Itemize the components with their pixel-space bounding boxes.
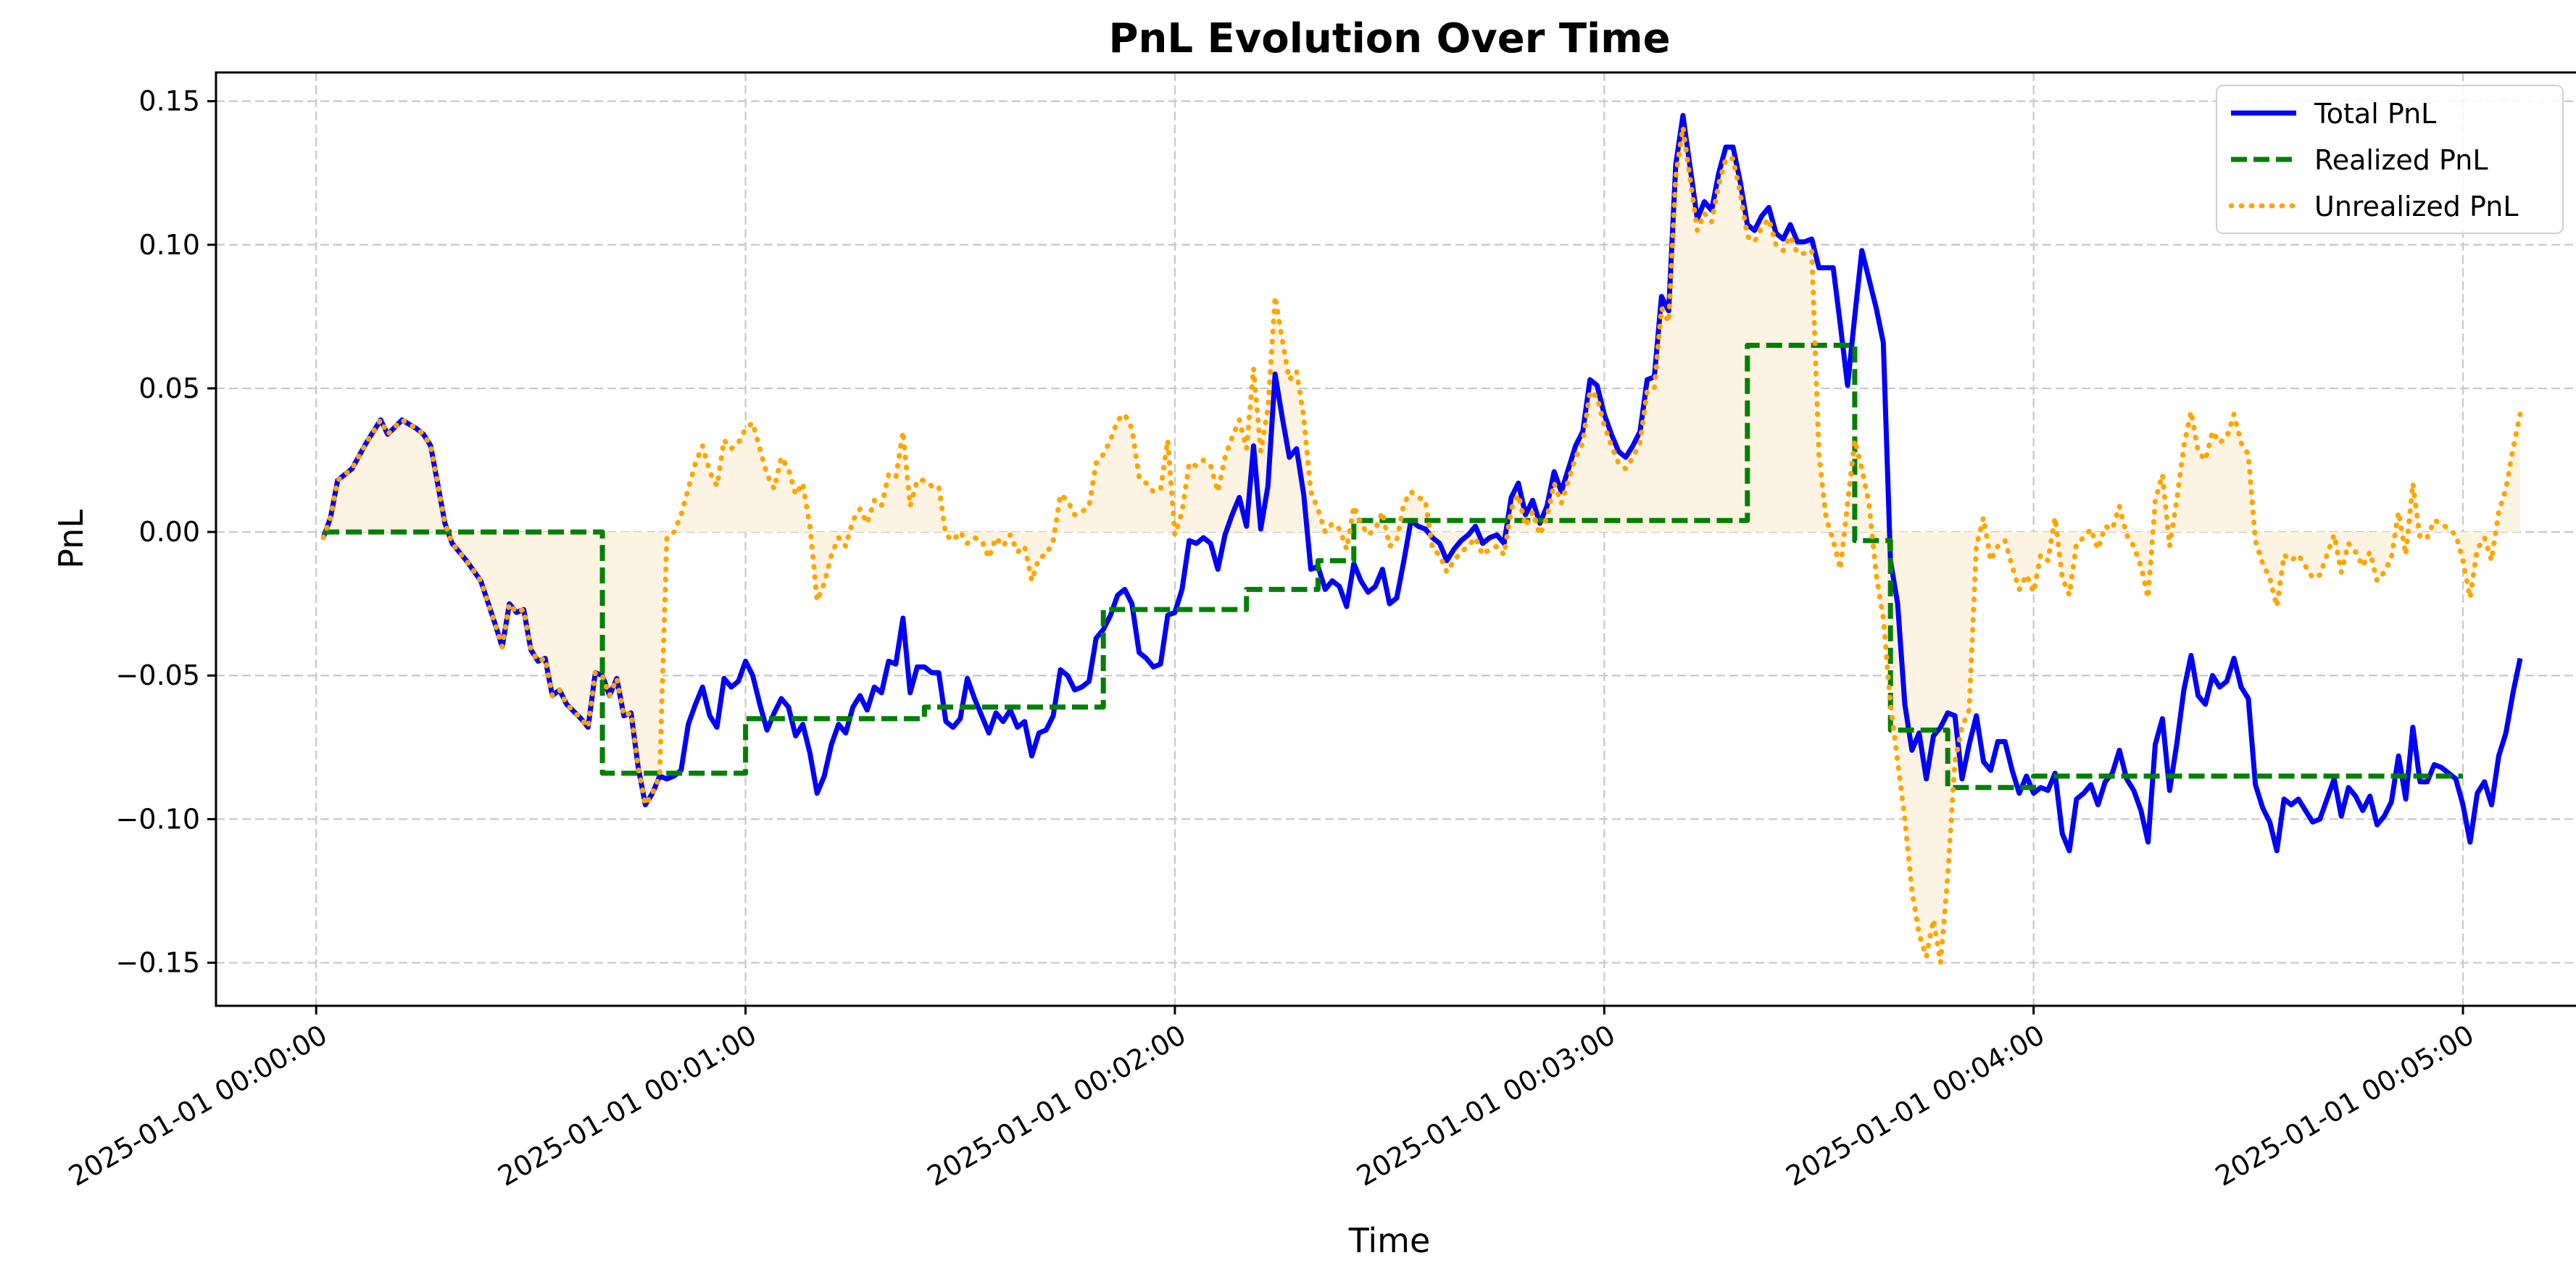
legend-box: [2216, 85, 2564, 234]
legend: Total PnL Realized PnL Unrealized PnL: [2216, 85, 2564, 234]
series-lines: [320, 112, 2523, 966]
y-tick-label: 0.00: [138, 516, 200, 548]
y-axis-label: PnL: [51, 509, 91, 569]
legend-label-realized-pnl: Realized PnL: [2314, 144, 2488, 176]
legend-label-total-pnl: Total PnL: [2314, 98, 2436, 130]
series-line-realized-pnl: [323, 343, 2463, 791]
x-axis-label: Time: [1348, 1221, 1431, 1260]
y-tick-label: 0.15: [138, 86, 200, 117]
chart-title: PnL Evolution Over Time: [1108, 15, 1670, 62]
y-tick-label: −0.10: [116, 803, 200, 835]
y-tick-label: −0.15: [116, 947, 200, 979]
legend-label-unrealized-pnl: Unrealized PnL: [2314, 191, 2519, 222]
y-tick-label: −0.05: [116, 659, 200, 691]
series-line-total-pnl: [320, 112, 2523, 854]
plot-frame: [215, 71, 2576, 1007]
y-tick-label: 0.10: [138, 229, 200, 261]
series-line-unrealized-pnl: [320, 124, 2523, 966]
grid: [216, 72, 2576, 1006]
y-tick-label: 0.05: [138, 372, 200, 404]
